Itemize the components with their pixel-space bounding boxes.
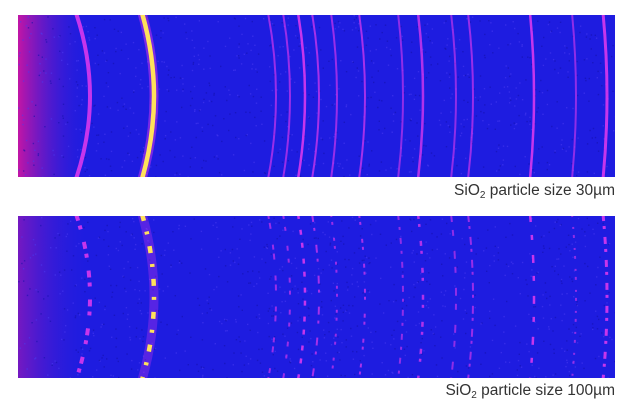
center-halo <box>18 216 615 378</box>
diffraction-ring <box>571 216 577 378</box>
diffraction-ring <box>528 15 536 177</box>
caption-subscript: 2 <box>479 190 486 201</box>
caption-prefix: SiO <box>454 182 480 199</box>
diffraction-image-100um <box>18 216 615 378</box>
diffraction-ring <box>601 15 609 177</box>
diffraction-ring <box>358 216 366 378</box>
caption-suffix: particle size 30µm <box>485 182 615 199</box>
diffraction-image-30um <box>18 15 615 177</box>
diffraction-ring <box>467 216 474 378</box>
diffraction-ring <box>450 216 457 378</box>
diffraction-ring <box>450 15 457 177</box>
diffraction-ring <box>140 216 157 378</box>
diffraction-ring <box>74 15 92 177</box>
caption-suffix: particle size 100µm <box>476 382 615 399</box>
diffraction-ring <box>358 15 366 177</box>
diffraction-ring <box>74 216 92 378</box>
diffraction-ring <box>467 15 474 177</box>
diffraction-ring <box>397 216 404 378</box>
caption-subscript: 2 <box>471 390 477 401</box>
diffraction-ring <box>297 15 307 177</box>
caption-prefix: SiO <box>445 382 472 399</box>
diffraction-ring <box>297 216 307 378</box>
diffraction-ring <box>528 216 536 378</box>
caption-100um: SiO2 particle size 100µm <box>445 382 615 401</box>
diffraction-ring <box>330 15 338 177</box>
diffraction-ring <box>416 216 425 378</box>
diffraction-ring <box>282 15 291 177</box>
caption-30um: SiO2 particle size 30µm <box>454 182 615 201</box>
diffraction-ring <box>267 15 277 177</box>
diffraction-ring <box>397 15 404 177</box>
diffraction-ring <box>571 15 577 177</box>
diffraction-ring <box>601 216 609 378</box>
diffraction-ring <box>140 15 157 177</box>
diffraction-ring <box>416 15 425 177</box>
diffraction-ring <box>311 15 320 177</box>
